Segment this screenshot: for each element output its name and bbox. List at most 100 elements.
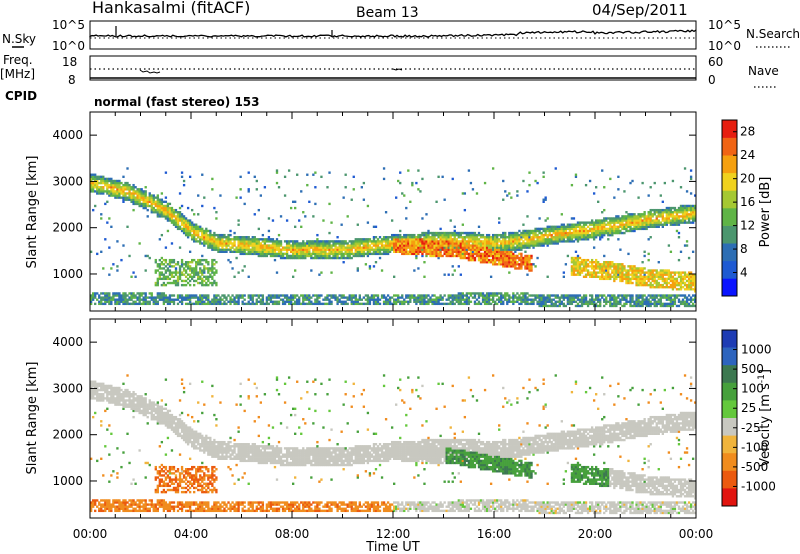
power-cell xyxy=(526,244,529,247)
power-cell xyxy=(118,192,121,195)
power-cell xyxy=(683,167,687,170)
power-cell xyxy=(649,277,652,281)
power-cell xyxy=(164,217,168,220)
power-cell xyxy=(310,296,313,299)
power-cell xyxy=(243,302,246,306)
power-cell xyxy=(130,292,133,295)
power-cell xyxy=(647,213,650,216)
power-cell xyxy=(584,302,588,306)
power-cell xyxy=(510,250,513,253)
power-cell xyxy=(178,192,182,195)
power-cell xyxy=(576,231,580,235)
power-cell xyxy=(277,233,281,237)
power-cell xyxy=(203,279,206,283)
power-cell xyxy=(209,281,212,285)
power-cell xyxy=(445,248,448,251)
noise-trace xyxy=(89,26,697,39)
power-cell xyxy=(558,229,561,233)
power-cell xyxy=(128,298,131,301)
power-cell xyxy=(160,296,164,299)
power-cell xyxy=(514,254,517,258)
power-cell xyxy=(491,252,495,256)
power-cell xyxy=(627,273,630,276)
power-cell xyxy=(613,298,616,301)
power-cell xyxy=(548,298,551,301)
power-cell xyxy=(283,175,287,179)
power-cell xyxy=(677,294,681,297)
power-cell xyxy=(285,252,289,256)
power-cell xyxy=(673,211,677,214)
power-cell xyxy=(655,283,658,287)
power-cell xyxy=(491,294,495,297)
power-cell xyxy=(574,273,578,276)
power-cell xyxy=(211,263,214,266)
power-cell xyxy=(629,217,632,220)
power-cell xyxy=(510,240,513,243)
power-cell xyxy=(188,233,192,237)
power-cell xyxy=(534,236,537,239)
power-cell xyxy=(166,275,170,278)
power-cell xyxy=(451,231,454,235)
power-cell xyxy=(227,244,230,247)
power-cell xyxy=(247,275,250,278)
freq-label-2: [MHz] xyxy=(0,67,35,81)
power-cell xyxy=(445,238,448,241)
power-cell xyxy=(603,304,606,308)
power-cell xyxy=(100,298,103,301)
power-cell xyxy=(267,250,271,253)
power-cell xyxy=(459,256,462,260)
power-cell xyxy=(308,200,311,203)
power-cell xyxy=(530,242,533,245)
power-cell xyxy=(423,238,426,241)
power-cell xyxy=(124,196,127,199)
power-cell xyxy=(98,192,101,195)
power-cell xyxy=(473,246,477,249)
power-cell xyxy=(158,296,161,299)
power-cell xyxy=(601,225,604,228)
power-cell xyxy=(659,269,662,272)
power-cell xyxy=(166,281,170,285)
power-cell xyxy=(172,281,176,285)
power-cell xyxy=(364,242,368,245)
power-cell xyxy=(483,300,487,303)
power-cell xyxy=(651,269,654,272)
power-cell xyxy=(395,196,398,199)
power-cell xyxy=(689,304,693,308)
power-cell xyxy=(296,240,299,243)
power-cell xyxy=(245,246,248,249)
power-cell xyxy=(473,302,477,306)
power-cell xyxy=(659,300,662,303)
power-cell xyxy=(110,183,113,187)
power-cell xyxy=(487,233,491,237)
power-cell xyxy=(338,298,341,301)
power-cell xyxy=(631,267,634,270)
power-cell xyxy=(209,300,212,303)
power-cell xyxy=(659,271,662,274)
power-cell xyxy=(334,244,337,247)
power-cell xyxy=(429,242,432,245)
power-cell xyxy=(439,231,442,235)
power-cell xyxy=(647,271,650,274)
power-cell xyxy=(564,225,568,228)
power-cell xyxy=(534,229,537,233)
power-cell xyxy=(417,294,420,297)
power-cell xyxy=(376,298,380,301)
power-cell xyxy=(360,250,363,253)
power-cell xyxy=(316,242,319,245)
power-cell xyxy=(417,300,420,303)
power-cell xyxy=(320,240,323,243)
power-cell xyxy=(227,238,230,241)
power-cell xyxy=(166,211,170,214)
power-cell xyxy=(584,221,588,224)
power-cell xyxy=(617,296,620,299)
power-cell xyxy=(205,233,208,237)
power-cell xyxy=(407,240,410,243)
power-cell xyxy=(120,188,123,191)
power-cell xyxy=(300,242,303,245)
power-cell xyxy=(102,292,105,295)
power-cell xyxy=(647,221,650,224)
power-cell xyxy=(564,240,568,243)
power-cell xyxy=(358,254,361,258)
power-cell xyxy=(504,294,507,297)
